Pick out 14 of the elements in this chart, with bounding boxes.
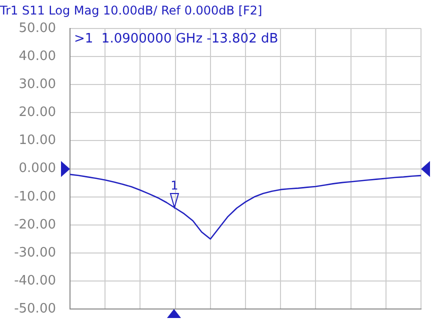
y-tick-label: -10.00 (14, 189, 56, 204)
annotation: >1 1.0900000 GHz -13.802 dB (74, 31, 278, 46)
y-tick-label: -40.00 (14, 273, 56, 288)
annotation: 1 (170, 178, 178, 193)
y-tick-label: -30.00 (14, 245, 56, 260)
y-tick-label: -20.00 (14, 217, 56, 232)
y-tick-label: 40.00 (18, 48, 56, 64)
y-tick-label: -50.00 (14, 302, 56, 317)
y-tick-label: 20.00 (18, 105, 56, 120)
y-tick-label: 10.00 (18, 133, 56, 148)
y-tick-label: 0.000 (18, 161, 56, 176)
chart-title: Tr1 S11 Log Mag 10.00dB/ Ref 0.000dB [F2] (0, 3, 262, 18)
y-tick-label: 30.00 (18, 76, 56, 92)
y-tick-label: 50.00 (18, 20, 56, 36)
